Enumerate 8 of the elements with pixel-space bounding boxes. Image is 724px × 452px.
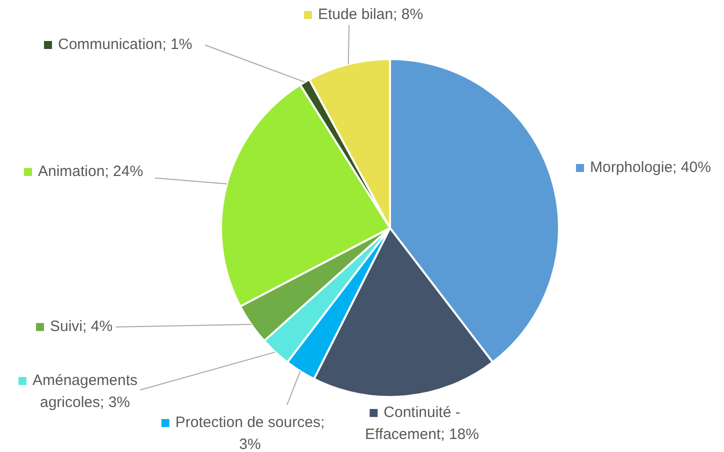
legend-label: Etude bilan; 8% [318,6,424,24]
legend-label: Communication; 1% [58,36,192,54]
legend-label: Aménagements agricoles; 3% [32,372,138,412]
legend-label: Suivi; 4% [50,318,113,336]
legend-label: Morphologie; 40% [590,159,711,176]
legend-label: Animation; 24% [38,163,144,180]
legend-label: Continuité - Effacement; 18% [365,404,479,444]
legend-label: Protection de sources; 3% [175,414,325,452]
